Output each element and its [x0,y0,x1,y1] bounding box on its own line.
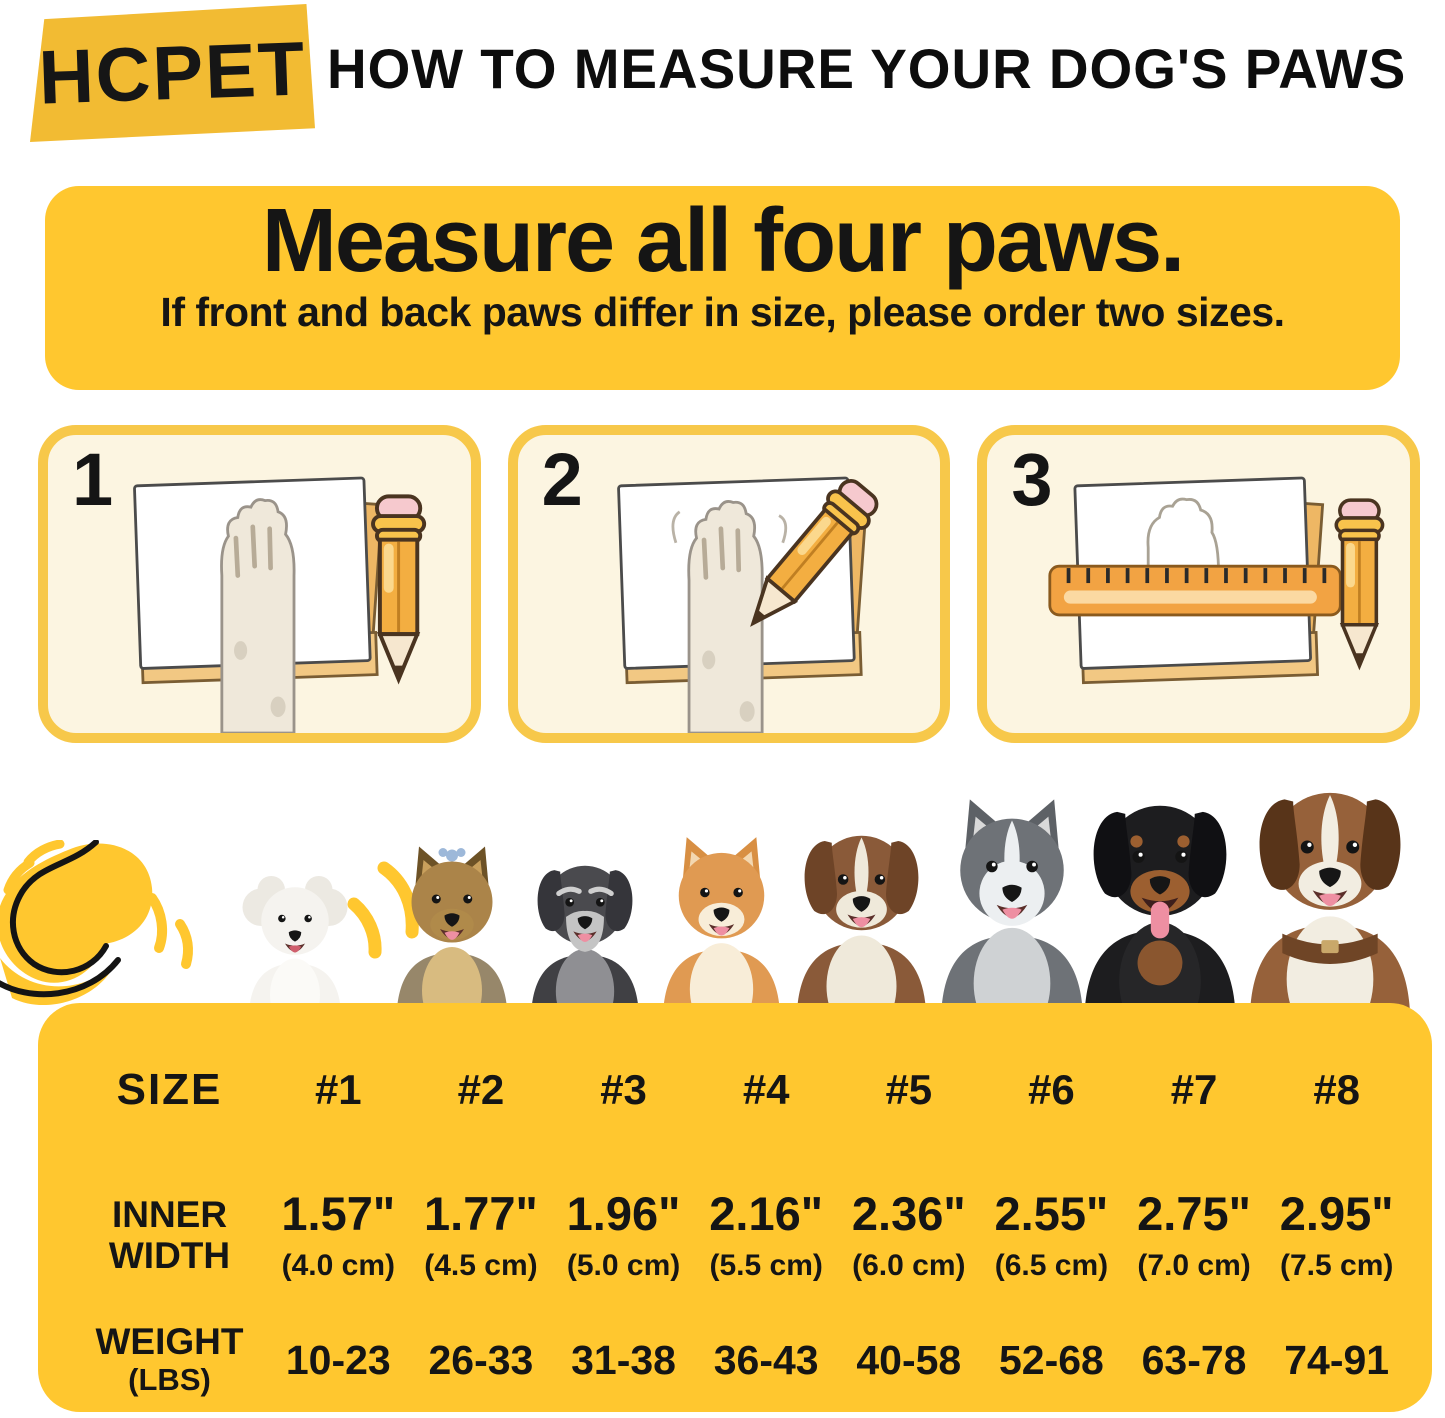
inner-width-cm-cell: (5.5 cm) [709,1248,823,1282]
step-1-illustration [133,476,427,733]
weight-cell: 40-58 [856,1336,962,1383]
dog-photo-alaskan-malamute [902,786,1122,1016]
inner-width-cm-cell: (7.5 cm) [1279,1248,1394,1282]
dog-lineup [0,756,1445,1016]
size-row-label: SIZE [116,1065,223,1114]
size-cell: #8 [1313,1066,1361,1113]
step-2-number: 2 [541,438,583,521]
inner-width-cm-cell: (4.5 cm) [424,1248,538,1282]
step-3-illustration [1048,476,1385,685]
inner-width-inch-cell: 2.36" [851,1186,966,1240]
size-column-1: #1 1.57" (4.0 cm) 10-23 [267,1019,410,1412]
banner-subtext: If front and back paws differ in size, p… [160,288,1285,335]
size-chart-labels: SIZE INNER WIDTH WEIGHT (LBS) [72,1019,267,1412]
brand-logo: HCPET [30,4,315,142]
page-title: HOW TO MEASURE YOUR DOG'S PAWS [327,37,1407,100]
size-cell: #7 [1170,1066,1218,1113]
inner-width-cm-cell: (5.0 cm) [566,1248,681,1282]
traced-paw-outline [1146,497,1221,584]
dog-paw [220,498,296,733]
dog-photo-australian-shepherd [759,806,964,1016]
inner-width-inch-cell: 2.75" [1137,1186,1251,1240]
logo-text: HCPET [37,25,308,121]
banner-headline: Measure all four paws. [261,191,1185,291]
size-cell: #1 [314,1066,362,1113]
weight-cell: 52-68 [999,1336,1104,1383]
paw-swoosh-doodle [0,840,419,1006]
dog-photo-yorkshire-terrier [362,836,542,1016]
size-column-7: #7 2.75" (7.0 cm) 63-78 [1123,1019,1266,1412]
inner-width-inch-cell: 1.77" [424,1186,538,1240]
weight-cell: 26-33 [428,1336,534,1383]
size-cell: #5 [885,1066,933,1113]
dog-photo-rottweiler [1040,771,1280,1016]
size-cell: #4 [742,1066,790,1113]
inner-width-inch-cell: 2.95" [1279,1186,1394,1240]
dog-photo-shiba-inu [629,826,814,1016]
size-column-2: #2 1.77" (4.5 cm) 26-33 [410,1019,553,1412]
weight-cell: 36-43 [713,1336,819,1383]
inner-width-inch-cell: 2.16" [709,1186,824,1240]
dog-photo-bichon-frise [220,866,370,1016]
weight-cell: 63-78 [1141,1336,1247,1383]
weight-row-label: WEIGHT [95,1320,244,1362]
dog-photo-miniature-schnauzer [500,841,670,1016]
dog-photo-saint-bernard [1200,756,1445,1016]
dog-paw [687,500,764,733]
inner-width-inch-cell: 1.96" [566,1186,681,1240]
ruler [1048,564,1343,617]
weight-cell: 10-23 [285,1336,391,1383]
inner-width-cm-cell: (6.5 cm) [994,1248,1109,1282]
header: HCPET HOW TO MEASURE YOUR DOG'S PAWS [0,0,1445,160]
size-column-6: #6 2.55" (6.5 cm) 52-68 [980,1019,1123,1412]
inner-width-cm-cell: (7.0 cm) [1137,1248,1251,1282]
size-cell: #3 [600,1066,647,1113]
step-3-number: 3 [1011,438,1053,521]
size-column-8: #8 2.95" (7.5 cm) 74-91 [1265,1019,1408,1412]
weight-row-unit: (LBS) [128,1362,211,1398]
size-column-3: #3 1.96" (5.0 cm) 31-38 [552,1019,695,1412]
inner-width-cm-cell: (4.0 cm) [281,1248,395,1282]
step-3-card: 3 [977,425,1421,743]
size-column-4: #4 2.16" (5.5 cm) 36-43 [695,1019,838,1412]
step-1-card: 1 [38,425,481,743]
step-2-card: 2 [507,425,951,743]
size-column-5: #5 2.36" (6.0 cm) 40-58 [838,1019,981,1412]
size-cell: #6 [1028,1066,1075,1113]
inner-width-inch-cell: 1.57" [281,1186,396,1240]
step-2-illustration [616,472,886,733]
steps-row: 1 2 3 [38,425,1421,743]
logo-background-shape [30,4,315,142]
weight-cell: 31-38 [571,1336,676,1383]
inner-width-row-label: INNER WIDTH [108,1194,231,1276]
inner-width-inch-cell: 2.55" [994,1186,1109,1240]
size-chart: SIZE INNER WIDTH WEIGHT (LBS) #1 1.57" (4.… [38,1003,1432,1412]
step-1-number: 1 [72,438,114,521]
size-cell: #2 [457,1066,505,1113]
inner-width-cm-cell: (6.0 cm) [852,1248,966,1282]
weight-cell: 74-91 [1284,1336,1390,1383]
instruction-banner: Measure all four paws. If front and back… [45,186,1400,390]
